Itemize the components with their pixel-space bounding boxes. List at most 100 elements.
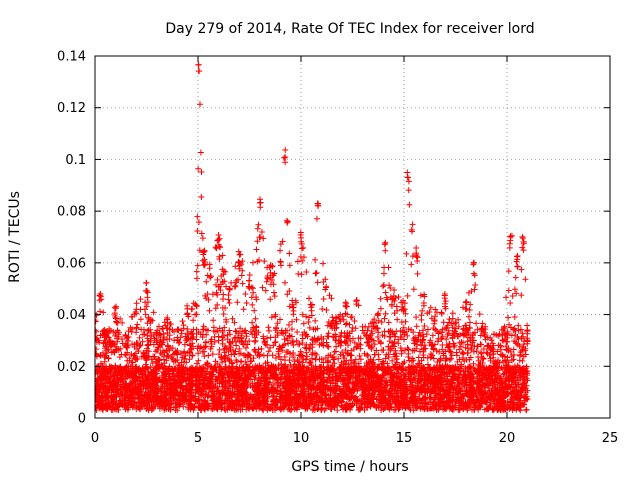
data-point (267, 281, 274, 288)
data-point (398, 299, 405, 306)
data-point (243, 333, 250, 340)
data-point (518, 266, 525, 273)
data-point (408, 326, 415, 333)
data-point (416, 348, 423, 355)
data-point (477, 332, 484, 339)
data-point (200, 323, 207, 330)
data-point (229, 315, 236, 322)
data-point (198, 193, 205, 200)
data-point (305, 386, 312, 393)
data-point (504, 354, 511, 361)
data-point (368, 343, 375, 350)
data-point (154, 346, 161, 353)
data-point (175, 340, 182, 347)
data-point (320, 260, 327, 267)
data-point (449, 324, 456, 331)
data-point (404, 292, 411, 299)
data-point (252, 327, 259, 334)
data-point (188, 352, 195, 359)
data-point (455, 316, 462, 323)
data-point (263, 278, 270, 285)
data-point (519, 244, 526, 251)
data-point (95, 336, 100, 343)
data-point (140, 326, 147, 333)
data-point (168, 321, 175, 328)
data-point (286, 333, 293, 340)
data-point (234, 299, 241, 306)
data-point (464, 338, 471, 345)
data-point (265, 324, 272, 331)
data-point (250, 289, 257, 296)
data-point (413, 244, 420, 251)
data-point (198, 169, 205, 176)
data-point (252, 363, 259, 370)
data-point (373, 347, 380, 354)
data-point (214, 276, 221, 283)
data-point (406, 201, 413, 208)
data-point (190, 334, 197, 341)
data-point (216, 325, 223, 332)
data-point (137, 342, 144, 349)
data-point (193, 268, 200, 275)
data-point (409, 221, 416, 228)
data-point (413, 323, 420, 330)
data-point (186, 356, 193, 363)
data-point (351, 318, 358, 325)
data-point (393, 356, 400, 363)
data-point (516, 357, 523, 364)
data-point (204, 362, 211, 369)
data-point (155, 323, 162, 330)
data-point (210, 317, 217, 324)
data-point (312, 270, 319, 277)
data-point (226, 331, 233, 338)
data-point (271, 293, 278, 300)
data-point (294, 258, 301, 265)
data-point (142, 311, 149, 318)
data-point (403, 250, 410, 257)
data-point (377, 305, 384, 312)
data-point (221, 324, 228, 331)
data-point (509, 292, 516, 299)
data-point (371, 316, 378, 323)
data-point (251, 307, 258, 314)
data-point (440, 319, 447, 326)
data-point (150, 309, 157, 316)
data-point (350, 360, 357, 367)
data-series (95, 61, 531, 414)
data-point (442, 325, 449, 332)
data-point (343, 320, 350, 327)
data-point (449, 310, 456, 317)
data-point (519, 330, 526, 337)
data-point (210, 324, 217, 331)
data-point (267, 344, 274, 351)
data-point (378, 319, 385, 326)
data-point (395, 293, 402, 300)
data-point (264, 359, 271, 366)
data-point (402, 405, 409, 412)
data-point (254, 238, 261, 245)
data-point (473, 348, 480, 355)
data-point (214, 301, 221, 308)
data-point (286, 288, 293, 295)
data-point (522, 407, 529, 414)
data-point (512, 274, 519, 281)
data-point (470, 348, 477, 355)
data-point (254, 225, 261, 232)
data-point (517, 326, 524, 333)
data-point (152, 348, 159, 355)
data-point (430, 355, 437, 362)
data-point (386, 282, 393, 289)
data-point (189, 352, 196, 359)
data-point (161, 334, 168, 341)
data-point (119, 319, 126, 326)
data-point (472, 282, 479, 289)
data-point (265, 393, 272, 400)
data-point (465, 313, 472, 320)
data-point (276, 316, 283, 323)
data-point (518, 292, 525, 299)
data-point (339, 313, 346, 320)
data-point (139, 338, 146, 345)
data-point (420, 327, 427, 334)
data-point (400, 324, 407, 331)
data-point (442, 357, 449, 364)
